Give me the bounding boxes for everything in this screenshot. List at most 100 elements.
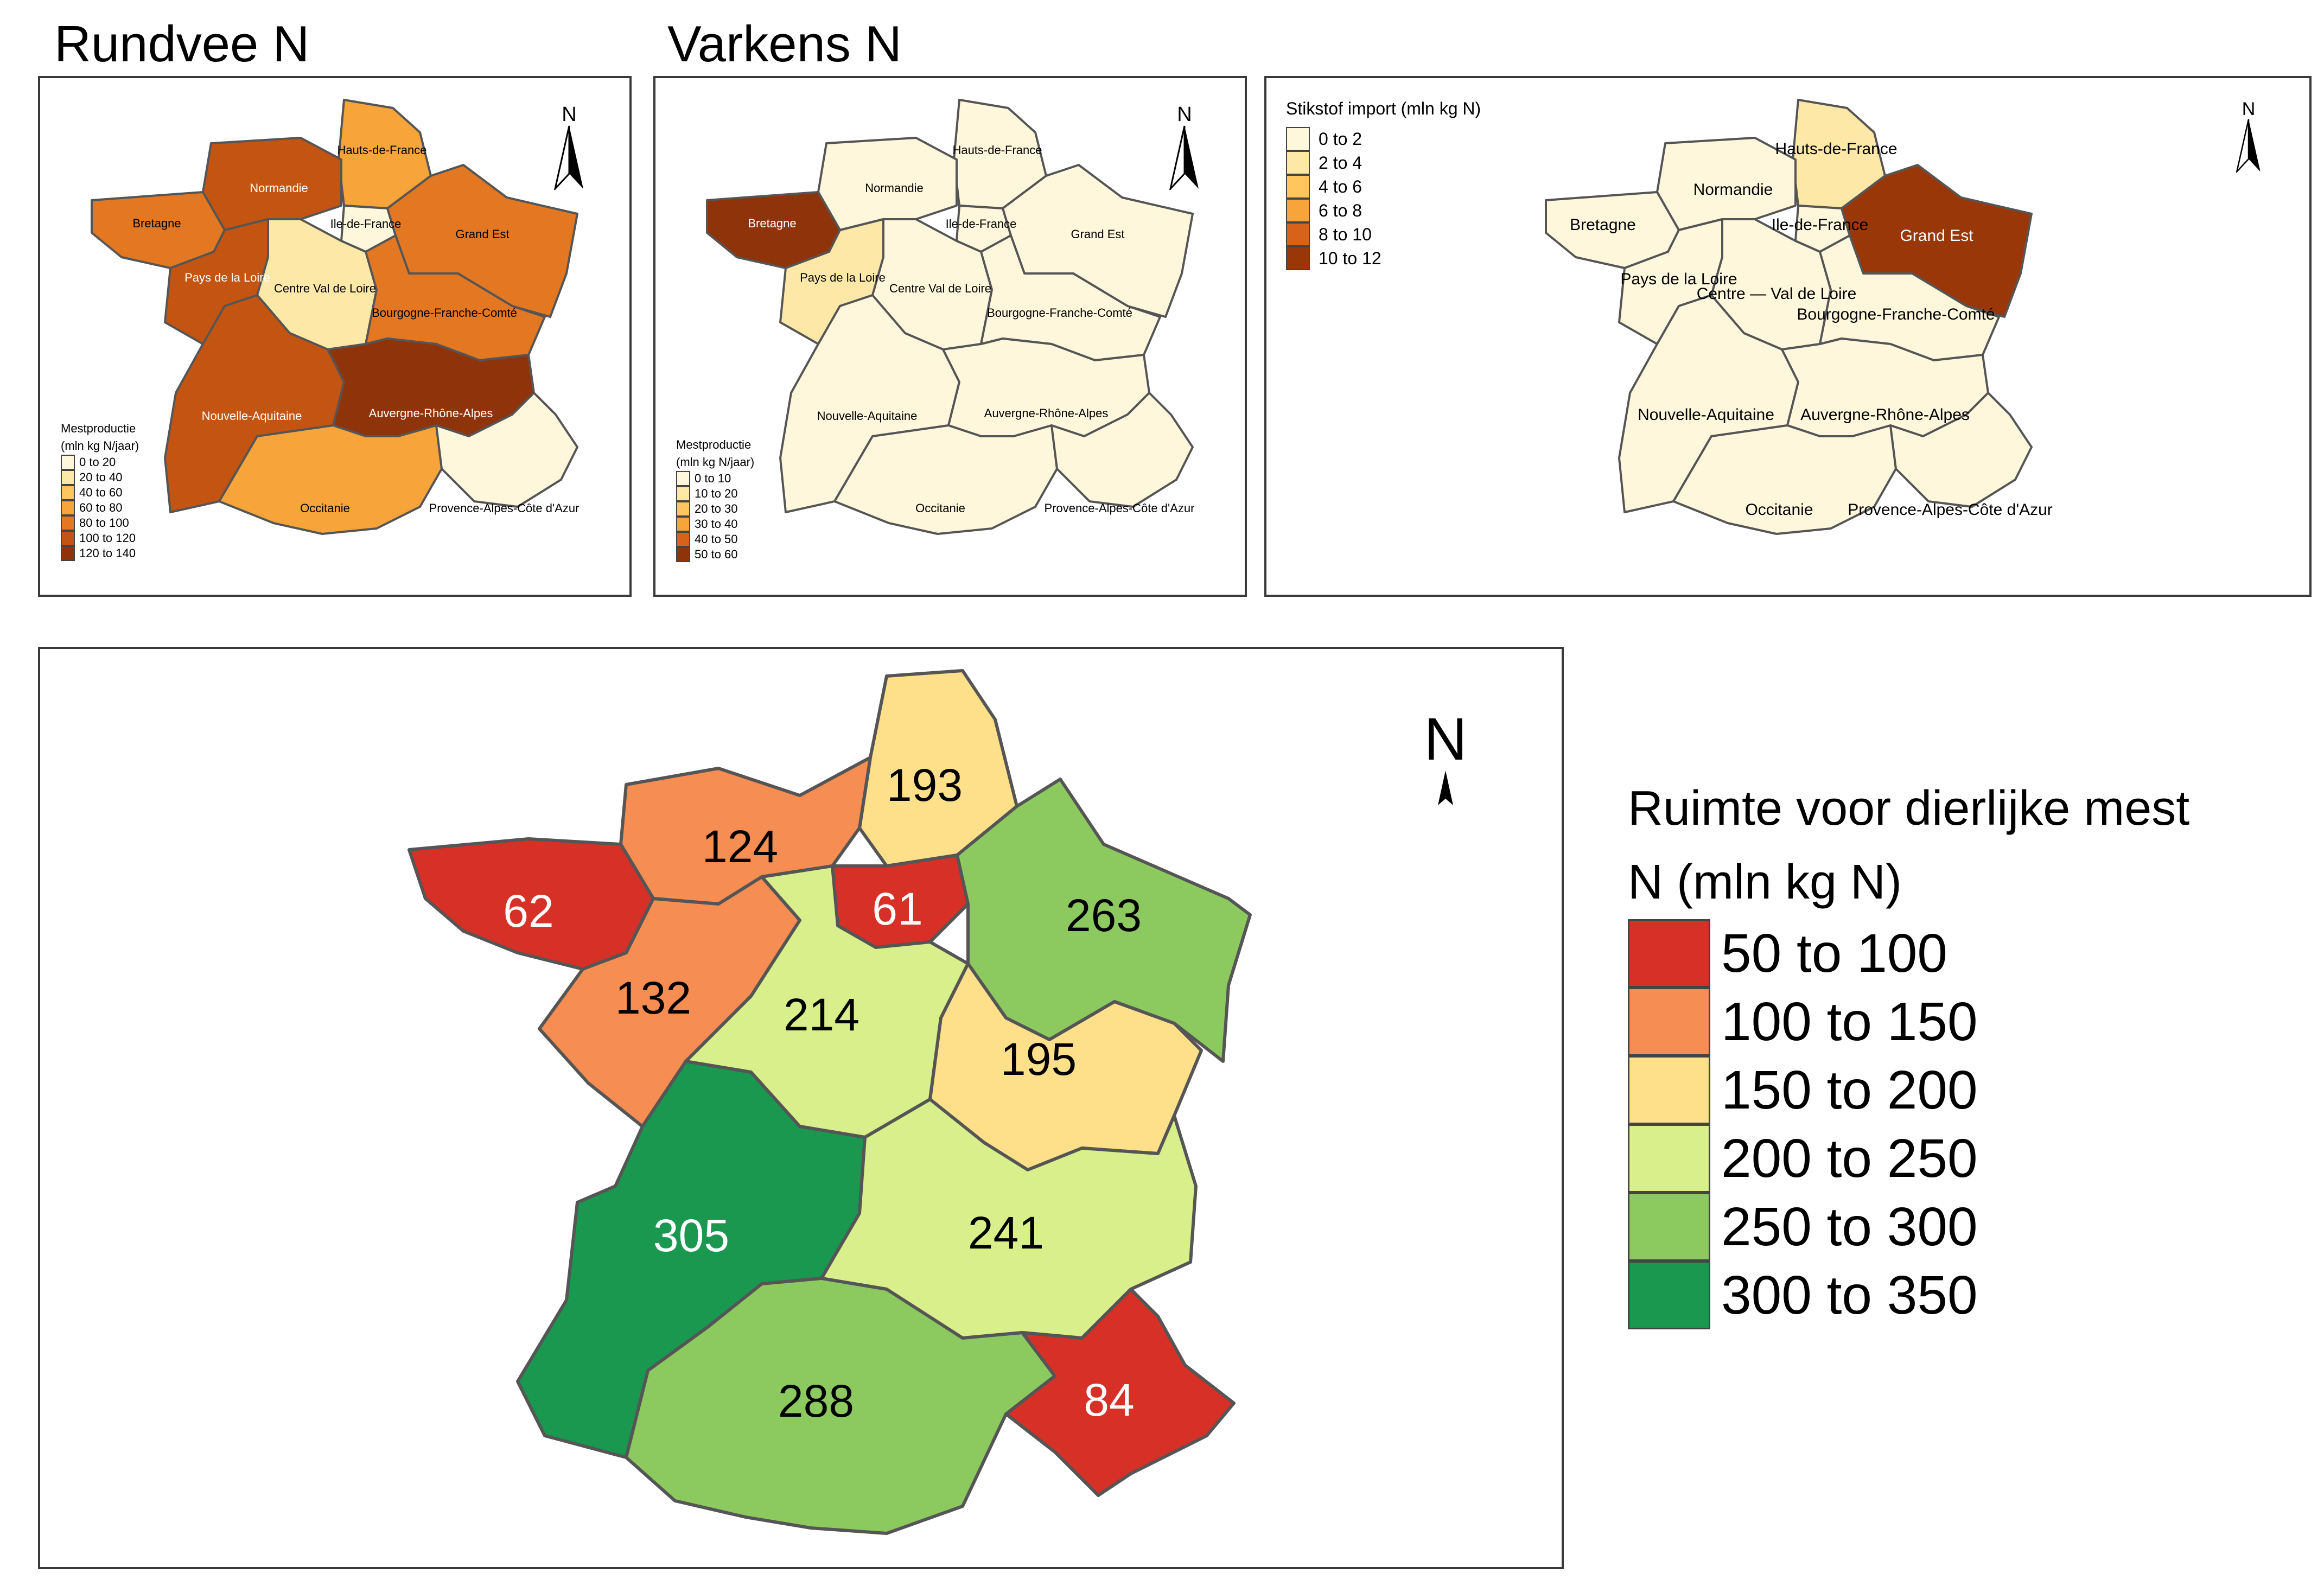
region-label-nor: Normandie (865, 181, 924, 195)
legend-label: 0 to 2 (1319, 129, 1362, 149)
legend-title: (mln kg N/jaar) (61, 439, 139, 453)
region-label-bre: Bretagne (132, 216, 181, 230)
region-value-occ: 288 (778, 1375, 854, 1426)
varkens-region-shapes: Hauts-de-France Normandie Bretagne Ile-d… (706, 99, 1194, 535)
region-label-ges: Grand Est (1071, 227, 1124, 241)
rundvee-map-title: Rundvee N (54, 15, 310, 72)
region-value-nor: 124 (702, 821, 778, 872)
legend-swatch (61, 470, 75, 485)
legend-entry: 20 to 30 (676, 501, 754, 517)
legend-title: Stikstof import (mln kg N) (1286, 99, 1481, 118)
rundvee-legend: Mestproductie (mln kg N/jaar) 0 to 20 20 to… (61, 420, 139, 561)
legend-swatch (61, 500, 75, 515)
legend-entry: 100 to 150 (1628, 988, 2189, 1056)
region-label-nor: Normandie (1693, 181, 1773, 199)
legend-label: 20 to 40 (79, 470, 123, 484)
region-shape-occ (833, 424, 1058, 535)
legend-label: 300 to 350 (1721, 1264, 1978, 1326)
region-value-cvl: 214 (784, 989, 859, 1040)
legend-swatch (1628, 1056, 1710, 1124)
region-label-pac: Provence-Alpes-Côte d'Azur (429, 501, 580, 515)
region-label-occ: Occitanie (1745, 501, 1813, 519)
region-shape-pac (1004, 1288, 1236, 1497)
legend-entry: 200 to 250 (1628, 1124, 2189, 1193)
region-label-naq: Nouvelle-Aquitaine (202, 409, 302, 423)
region-value-hdf: 193 (887, 760, 963, 811)
region-label-ges: Grand Est (1900, 227, 1973, 245)
region-label-cvl: Centre — Val de Loire (1697, 285, 1857, 303)
legend-label: 250 to 300 (1721, 1196, 1978, 1257)
legend-entry: 10 to 20 (676, 486, 754, 501)
legend-swatch (61, 515, 75, 531)
legend-swatch (61, 455, 75, 470)
legend-swatch (676, 471, 690, 486)
legend-label: 120 to 140 (79, 546, 136, 560)
legend-entry: 40 to 60 (61, 485, 139, 500)
varkens-map-title: Varkens N (667, 15, 902, 72)
region-label-bre: Bretagne (1570, 216, 1636, 234)
legend-entry: 4 to 6 (1286, 175, 1481, 199)
legend-swatch (1628, 1124, 1710, 1193)
legend-entry: 60 to 80 (61, 500, 139, 515)
legend-label: 50 to 60 (695, 547, 738, 561)
legend-entry: 250 to 300 (1628, 1193, 2189, 1261)
legend-title: Mestproductie (61, 422, 136, 435)
legend-label: 20 to 30 (695, 502, 738, 515)
legend-swatch (1286, 175, 1310, 199)
region-label-hdf: Hauts-de-France (337, 143, 426, 157)
rundvee-map-panel: Hauts-de-France Normandie Bretagne Ile-d… (38, 76, 632, 597)
legend-swatch (1628, 1261, 1710, 1329)
legend-label: 10 to 12 (1319, 248, 1381, 268)
region-label-ara: Auvergne-Rhône-Alpes (369, 406, 493, 420)
region-label-ges: Grand Est (455, 227, 509, 241)
region-label-naq: Nouvelle-Aquitaine (817, 409, 918, 423)
region-shape-pac (435, 392, 578, 508)
region-label-hdf: Hauts-de-France (952, 143, 1042, 157)
legend-label: 80 to 100 (79, 516, 129, 530)
legend-label: 10 to 20 (695, 487, 738, 500)
region-shape-occ (1672, 424, 1897, 535)
region-label-pdl: Pays de la Loire (1620, 270, 1737, 288)
legend-entry: 0 to 20 (61, 455, 139, 470)
region-label-bfc: Bourgogne-Franche-Comté (372, 306, 517, 320)
legend-label: 2 to 4 (1319, 152, 1362, 173)
north-label: N (562, 103, 577, 126)
legend-entry: 50 to 60 (676, 547, 754, 562)
north-arrow-icon (2236, 119, 2261, 173)
region-label-ara: Auvergne-Rhône-Alpes (984, 406, 1109, 420)
legend-entry: 2 to 4 (1286, 151, 1481, 175)
import-legend: Stikstof import (mln kg N) 0 to 2 2 to 4 4 … (1286, 97, 1481, 270)
region-value-pac: 84 (1084, 1374, 1134, 1425)
region-shape-occ (625, 1277, 1056, 1535)
region-value-bre: 62 (503, 886, 553, 937)
legend-label: 30 to 40 (695, 517, 738, 531)
region-value-bfc: 195 (1001, 1034, 1077, 1085)
north-label: N (1177, 103, 1192, 126)
legend-entry: 6 to 8 (1286, 199, 1481, 222)
legend-swatch (1628, 988, 1710, 1056)
region-label-idf: Ile-de-France (1772, 216, 1868, 234)
region-label-pac: Provence-Alpes-Côte d'Azur (1848, 501, 2053, 519)
region-shape-pac (1050, 392, 1194, 508)
region-value-naq: 305 (653, 1210, 729, 1261)
legend-label: 50 to 100 (1721, 922, 1948, 984)
legend-label: 6 to 8 (1319, 200, 1362, 220)
region-value-ges: 263 (1066, 890, 1142, 941)
legend-swatch (61, 546, 75, 561)
north-arrow-icon (554, 125, 583, 190)
north-arrow-icon (1169, 125, 1199, 190)
region-label-bfc: Bourgogne-Franche-Comté (987, 306, 1132, 320)
legend-entry: 0 to 2 (1286, 127, 1481, 151)
region-value-ara: 241 (968, 1207, 1044, 1258)
region-label-occ: Occitanie (300, 501, 350, 515)
legend-swatch (676, 547, 690, 562)
legend-swatch (1286, 246, 1310, 270)
legend-entry: 40 to 50 (676, 532, 754, 547)
legend-label: 150 to 200 (1721, 1059, 1978, 1120)
region-label-bre: Bretagne (748, 216, 796, 230)
legend-label: 60 to 80 (79, 501, 123, 514)
legend-entry: 150 to 200 (1628, 1056, 2189, 1124)
legend-label: 200 to 250 (1721, 1128, 1978, 1189)
varkens-north-arrow: N (1166, 104, 1204, 190)
legend-label: 0 to 10 (695, 472, 731, 485)
